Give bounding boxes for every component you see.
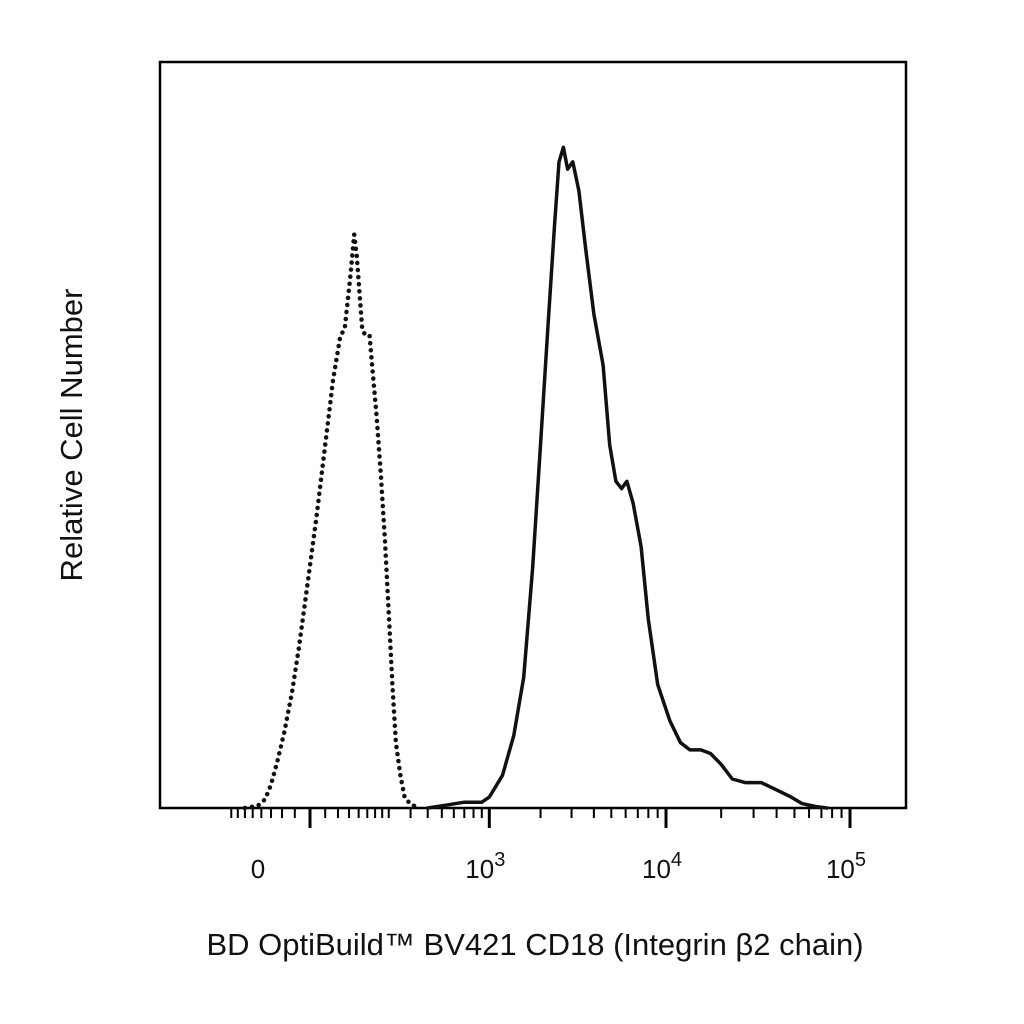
x-axis-tick-labels: 0 103 104 105 xyxy=(251,849,866,884)
series-layer xyxy=(242,145,829,811)
x-axis-major-ticks xyxy=(308,808,852,828)
x-tick-label: 105 xyxy=(826,849,866,884)
isotype-control-line xyxy=(242,232,422,811)
x-axis-minor-ticks xyxy=(230,808,843,818)
x-tick-label: 0 xyxy=(251,854,265,884)
y-axis-title: Relative Cell Number xyxy=(54,289,89,582)
x-axis-title: BD OptiBuild™ BV421 CD18 (Integrin β2 ch… xyxy=(206,927,863,962)
x-tick-label: 103 xyxy=(465,849,505,884)
plot-frame xyxy=(158,60,908,810)
x-tick-label: 104 xyxy=(642,849,682,884)
stained-sample-line xyxy=(425,145,829,810)
